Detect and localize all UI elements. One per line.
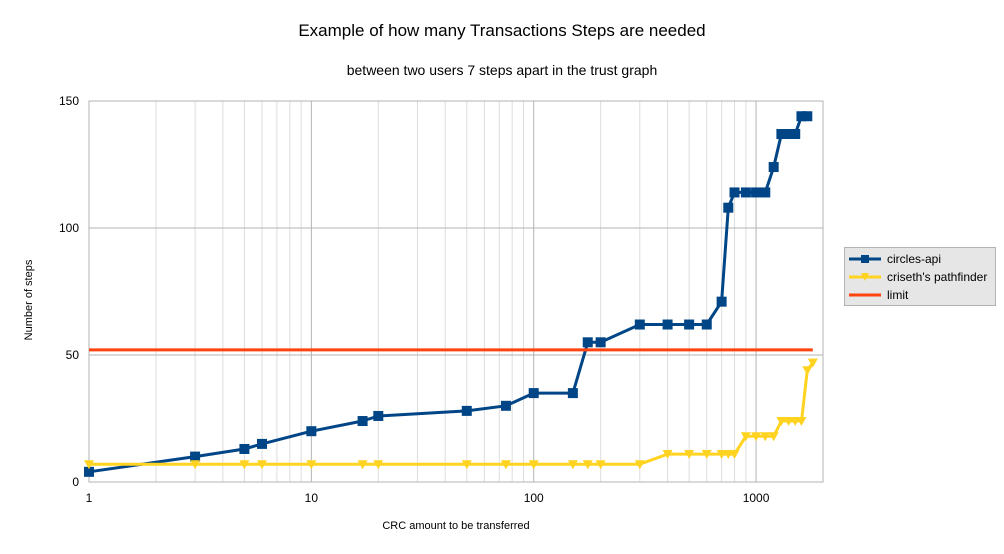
series-line-criseth-s-pathfinder [89,361,815,466]
data-point-circles-api [595,337,606,348]
data-point-circles-api [306,426,317,437]
data-point-criseth-s-pathfinder [373,460,384,470]
data-point-criseth-s-pathfinder [802,366,813,376]
x-tick-label: 1000 [743,491,770,505]
data-point-criseth-s-pathfinder [567,460,578,470]
data-point-criseth-s-pathfinder [239,460,250,470]
data-point-circles-api [257,438,268,449]
data-point-criseth-s-pathfinder [634,460,645,470]
data-point-circles-api [684,319,695,330]
chart-title: Example of how many Transactions Steps a… [298,21,706,40]
data-point-circles-api [790,129,801,140]
x-axis-label: CRC amount to be transferred [382,520,530,532]
data-point-circles-api [461,405,472,416]
legend-label: criseth's pathfinder [887,270,988,284]
series-line-circles-api [88,114,808,474]
data-point-criseth-s-pathfinder [796,417,807,427]
data-point-criseth-s-pathfinder [684,450,695,460]
data-point-circles-api [740,187,751,198]
x-tick-label: 100 [524,491,544,505]
data-point-criseth-s-pathfinder [528,460,539,470]
data-point-criseth-s-pathfinder [500,460,511,470]
data-point-circles-api [373,410,384,421]
y-axis-label: Number of steps [23,259,35,341]
data-point-criseth-s-pathfinder [461,460,472,470]
legend-swatch-pathfinder [849,273,881,281]
data-point-criseth-s-pathfinder [357,460,368,470]
data-point-criseth-s-pathfinder [768,432,779,442]
data-point-criseth-s-pathfinder [662,450,673,460]
legend-swatch-limit [849,293,881,297]
data-point-circles-api [190,451,201,462]
data-point-circles-api [783,129,794,140]
data-point-circles-api [716,296,727,307]
data-point-criseth-s-pathfinder [84,460,94,470]
data-point-criseth-s-pathfinder [701,450,712,460]
legend-label: circles-api [887,252,942,266]
data-point-criseth-s-pathfinder [807,358,818,368]
y-tick-label: 100 [59,221,79,235]
data-point-circles-api [802,111,813,122]
plot-frame [88,100,824,483]
legend-item-circles-api: circles-api [849,250,941,268]
data-point-circles-api [500,400,511,411]
data-point-circles-api [768,162,779,173]
data-point-circles-api [634,319,645,330]
data-point-criseth-s-pathfinder [783,417,794,427]
data-point-criseth-s-pathfinder [776,417,787,427]
x-tick-label: 1 [86,491,93,505]
data-point-criseth-s-pathfinder [751,432,762,442]
legend-item-limit: limit [849,286,908,304]
data-point-circles-api [357,416,368,427]
data-point-circles-api [796,111,807,122]
x-tick-label: 10 [305,491,319,505]
legend-label: limit [887,288,909,302]
data-point-criseth-s-pathfinder [190,460,201,470]
data-point-criseth-s-pathfinder [595,460,606,470]
data-point-criseth-s-pathfinder [306,460,317,470]
data-point-circles-api [528,388,539,399]
data-point-circles-api [567,388,578,399]
data-point-criseth-s-pathfinder [729,450,740,460]
y-tick-label: 50 [66,348,80,362]
data-point-criseth-s-pathfinder [740,432,751,442]
data-point-circles-api [239,443,250,454]
data-point-criseth-s-pathfinder [716,450,727,460]
data-point-circles-api [729,187,740,198]
y-tick-label: 150 [59,94,79,108]
data-point-circles-api [776,129,787,140]
data-point-circles-api [723,202,734,213]
data-point-circles-api [662,319,673,330]
data-point-circles-api [701,319,712,330]
legend-swatch-circles-api [849,255,881,263]
data-point-circles-api [760,187,771,198]
data-point-criseth-s-pathfinder [760,432,771,442]
data-point-criseth-s-pathfinder [582,460,593,470]
legend: circles-api criseth's pathfinder limit [844,247,996,306]
data-point-circles-api [751,187,762,198]
data-point-circles-api [582,337,593,348]
data-point-criseth-s-pathfinder [257,460,268,470]
legend-item-pathfinder: criseth's pathfinder [849,268,987,286]
chart-subtitle: between two users 7 steps apart in the t… [346,62,658,78]
y-tick-label: 0 [72,475,79,489]
data-point-circles-api [84,466,94,477]
